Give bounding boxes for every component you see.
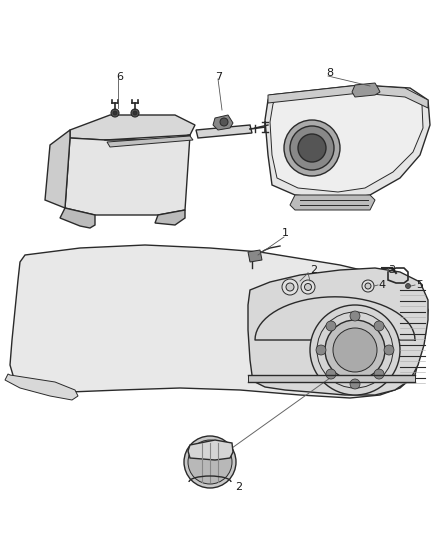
Text: 7: 7 (215, 72, 222, 82)
Circle shape (406, 284, 410, 288)
Polygon shape (65, 135, 190, 215)
Polygon shape (213, 115, 233, 130)
Polygon shape (352, 83, 380, 97)
Text: 8: 8 (326, 68, 333, 78)
Circle shape (111, 109, 119, 117)
Circle shape (131, 109, 139, 117)
Circle shape (188, 440, 232, 484)
Polygon shape (268, 85, 428, 108)
Circle shape (310, 305, 400, 395)
Polygon shape (248, 375, 415, 382)
Text: 3: 3 (388, 265, 395, 275)
Polygon shape (107, 136, 193, 147)
Circle shape (350, 311, 360, 321)
Text: 1: 1 (282, 228, 289, 238)
Polygon shape (155, 210, 185, 225)
Circle shape (326, 369, 336, 379)
Circle shape (286, 283, 294, 291)
Text: 2: 2 (310, 265, 317, 275)
Circle shape (220, 118, 228, 126)
Circle shape (325, 320, 385, 380)
Polygon shape (196, 125, 252, 138)
Circle shape (282, 279, 298, 295)
Text: 6: 6 (116, 72, 123, 82)
Circle shape (374, 321, 384, 331)
Circle shape (384, 345, 394, 355)
Circle shape (365, 283, 371, 289)
Circle shape (374, 369, 384, 379)
Circle shape (113, 111, 117, 115)
Circle shape (350, 379, 360, 389)
Circle shape (290, 126, 334, 170)
Text: 4: 4 (378, 280, 385, 290)
Circle shape (298, 134, 326, 162)
Polygon shape (248, 268, 428, 395)
Text: 2: 2 (235, 482, 242, 492)
Polygon shape (290, 195, 375, 210)
Polygon shape (5, 374, 78, 400)
Circle shape (316, 345, 326, 355)
Polygon shape (10, 245, 428, 398)
Circle shape (333, 328, 377, 372)
Circle shape (301, 280, 315, 294)
Circle shape (284, 120, 340, 176)
Polygon shape (60, 208, 95, 228)
Circle shape (304, 284, 311, 290)
Polygon shape (270, 90, 423, 192)
Circle shape (326, 321, 336, 331)
Circle shape (184, 436, 236, 488)
Text: 5: 5 (416, 280, 423, 290)
Circle shape (362, 280, 374, 292)
Circle shape (133, 111, 137, 115)
Polygon shape (265, 85, 430, 200)
Polygon shape (70, 115, 195, 140)
Polygon shape (45, 130, 70, 208)
Polygon shape (248, 250, 262, 262)
Polygon shape (188, 440, 233, 460)
